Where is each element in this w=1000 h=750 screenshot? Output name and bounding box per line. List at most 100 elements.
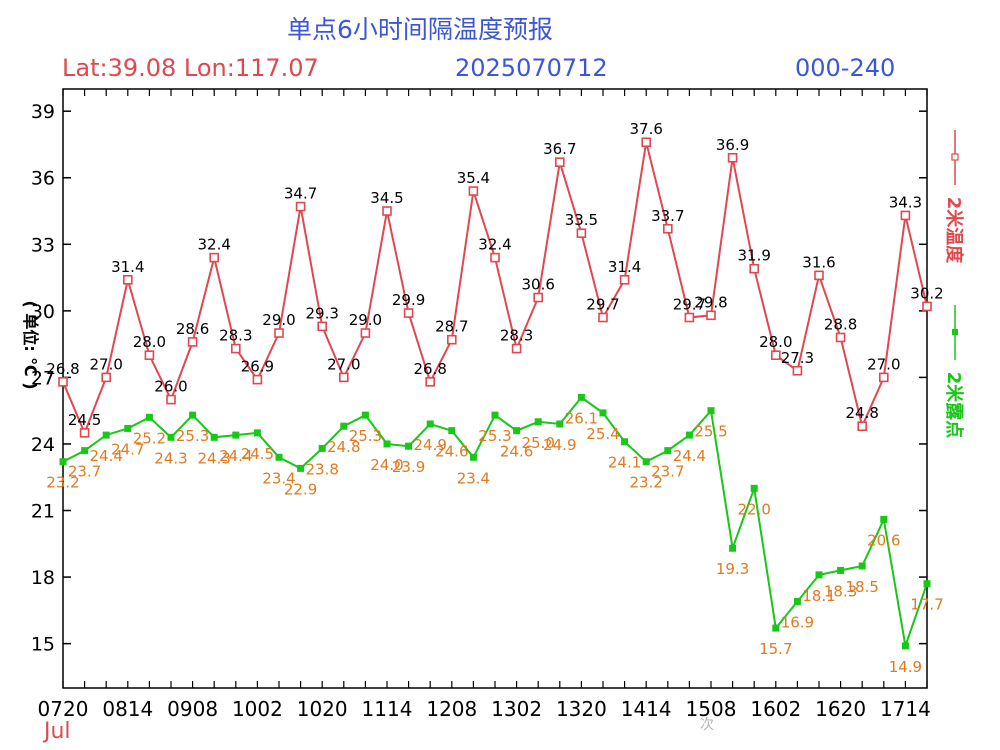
x-axis-month-label: Jul xyxy=(42,719,71,744)
temp-point xyxy=(123,274,133,285)
dew-data-label: 23.7 xyxy=(651,463,684,481)
chart-title: 单点6小时间隔温度预报 xyxy=(287,15,553,44)
temp-point xyxy=(554,157,565,168)
dew-point xyxy=(340,422,348,430)
temp-data-label: 29.9 xyxy=(392,291,425,309)
legend: 2米温度 2米露点 xyxy=(943,130,965,438)
temp-data-label: 28.7 xyxy=(435,318,468,336)
temp-point xyxy=(641,137,652,148)
dew-data-label: 23.2 xyxy=(46,474,79,492)
temp-data-label: 28.3 xyxy=(219,327,252,345)
x-tick-label: 1508 xyxy=(686,697,737,721)
temp-data-label: 36.9 xyxy=(716,136,749,154)
temp-data-label: 27.0 xyxy=(89,355,122,373)
dew-data-label: 25.3 xyxy=(349,427,382,445)
dew-point xyxy=(750,484,758,492)
temp-point xyxy=(231,343,241,354)
legend-temp-marker xyxy=(951,153,959,161)
y-tick-label: 27 xyxy=(31,367,55,389)
location-label: Lat:39.08 Lon:117.07 xyxy=(62,54,319,82)
dew-data-label: 25.3 xyxy=(176,427,209,445)
dew-point xyxy=(491,411,499,419)
x-tick-label: 1414 xyxy=(621,697,672,721)
temp-point xyxy=(922,301,932,312)
dew-data-label: 25.4 xyxy=(586,425,619,443)
dew-point xyxy=(383,440,391,448)
temp-data-label: 37.6 xyxy=(629,120,662,138)
dew-point xyxy=(210,433,218,441)
temp-point xyxy=(770,350,781,361)
dew-data-label: 19.3 xyxy=(716,560,749,578)
y-tick-label: 21 xyxy=(31,501,55,523)
temp-data-label: 29.3 xyxy=(305,304,338,322)
x-tick-label: 1602 xyxy=(750,697,801,721)
dew-data-label: 24.9 xyxy=(413,436,446,454)
dew-point xyxy=(81,447,89,455)
temp-data-label: 28.3 xyxy=(500,327,533,345)
dew-point xyxy=(232,431,240,439)
temp-data-label: 30.6 xyxy=(521,276,554,294)
temp-point xyxy=(598,312,608,323)
temp-point xyxy=(166,394,176,405)
dew-point xyxy=(685,431,693,439)
y-tick-label: 39 xyxy=(31,101,55,123)
temp-data-label: 34.3 xyxy=(889,193,922,211)
temp-data-label: 28.0 xyxy=(759,333,792,351)
temp-data-label: 26.0 xyxy=(154,378,187,396)
temp-point xyxy=(900,210,911,221)
temp-point xyxy=(58,377,68,387)
y-tick-label: 18 xyxy=(31,567,55,589)
dew-data-label: 23.8 xyxy=(305,460,338,478)
dew-data-label: 24.1 xyxy=(608,454,641,472)
dew-data-label: 24.3 xyxy=(197,449,230,467)
dew-data-label: 24.6 xyxy=(435,443,468,461)
dew-point xyxy=(815,571,823,579)
dew-data-label: 24.4 xyxy=(673,447,706,465)
temp-point xyxy=(317,321,328,332)
temp-point xyxy=(403,308,414,318)
dew-data-label: 22.0 xyxy=(737,500,770,518)
y-tick-label: 24 xyxy=(31,434,55,456)
x-tick-label: 1020 xyxy=(297,697,348,721)
temp-point xyxy=(684,312,695,323)
temp-point xyxy=(814,270,824,281)
dew-data-label: 24.6 xyxy=(500,443,533,461)
dew-data-label: 24.5 xyxy=(241,445,274,463)
dew-point xyxy=(621,438,629,446)
temp-point xyxy=(533,292,544,303)
series-layer: 26.8 24.5 27.0 31.4 28.0 26.0 28.6 32.4 28.3 26.9… xyxy=(46,120,943,676)
temp-data-label: 31.9 xyxy=(737,247,770,265)
dew-data-label: 24.4 xyxy=(89,447,122,465)
dew-data-label: 18.3 xyxy=(824,582,857,600)
x-tick-label: 1302 xyxy=(491,697,542,721)
y-tick-label: 33 xyxy=(31,234,55,256)
temp-point xyxy=(792,365,803,376)
dew-point xyxy=(59,458,67,466)
dew-point xyxy=(556,420,564,428)
dew-point xyxy=(577,393,585,401)
temp-data-label: 26.8 xyxy=(413,360,446,378)
x-tick-label: 1714 xyxy=(880,697,931,721)
temp-data-label: 34.5 xyxy=(370,189,403,207)
dew-point xyxy=(880,515,888,523)
temp-point xyxy=(252,374,263,385)
temp-point xyxy=(209,252,219,263)
dew-point xyxy=(901,642,909,650)
temp-point xyxy=(144,350,155,361)
temp-point xyxy=(857,421,868,432)
dew-data-label: 23.2 xyxy=(629,474,662,492)
watermark: 次 xyxy=(700,717,714,733)
temp-data-label: 32.4 xyxy=(197,236,230,254)
dew-data-label: 25.2 xyxy=(133,429,166,447)
init-time-label: 2025070712 xyxy=(455,54,608,82)
dew-point xyxy=(729,544,737,552)
dew-point xyxy=(189,411,197,419)
x-tick-label: 1208 xyxy=(426,697,477,721)
dew-data-label: 24.4 xyxy=(219,447,252,465)
temp-point xyxy=(425,377,436,387)
temp-data-label: 29.7 xyxy=(673,296,706,314)
dew-point xyxy=(707,407,715,415)
dew-data-label: 14.9 xyxy=(889,658,922,676)
dew-point xyxy=(297,464,305,472)
dew-point xyxy=(318,444,326,452)
